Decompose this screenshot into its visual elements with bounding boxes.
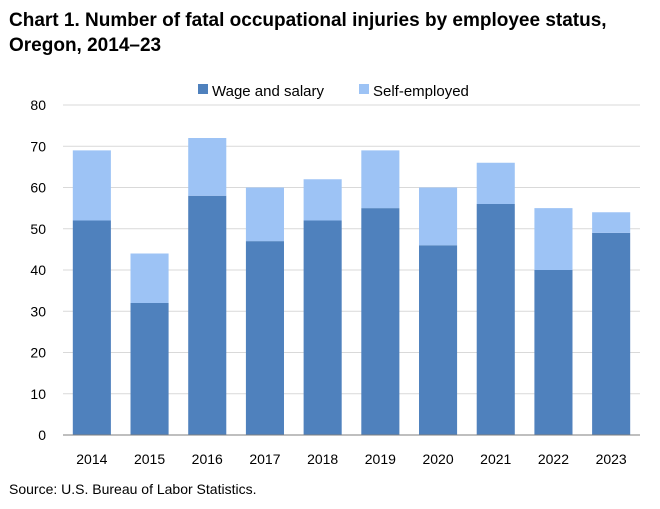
bar-2017-self-employed <box>245 187 284 242</box>
legend-swatch-self-employed <box>359 84 369 94</box>
bar-2016-self-employed <box>188 138 227 196</box>
bar-2022-wage-and-salary <box>534 270 573 435</box>
y-tick-label-30: 30 <box>30 303 46 319</box>
bar-2014-wage-and-salary <box>72 220 111 435</box>
bar-2023-wage-and-salary <box>592 232 631 435</box>
bar-2017-wage-and-salary <box>245 241 284 435</box>
y-tick-label-50: 50 <box>30 221 46 237</box>
y-tick-label-60: 60 <box>30 180 46 196</box>
bar-2020-wage-and-salary <box>419 245 458 435</box>
x-tick-label-2017: 2017 <box>249 451 280 467</box>
bar-2022-self-employed <box>534 208 573 270</box>
chart-title-line-2: Oregon, 2014–23 <box>9 35 162 56</box>
y-axis: 0 10 20 30 40 50 60 70 80 <box>30 97 46 443</box>
y-tick-label-0: 0 <box>38 427 46 443</box>
bar-2016-wage-and-salary <box>188 195 227 435</box>
bar-2018-self-employed <box>303 179 342 221</box>
chart-title-line-1: Chart 1. Number of fatal occupational in… <box>9 10 607 31</box>
x-tick-label-2021: 2021 <box>480 451 511 467</box>
bar-2018-wage-and-salary <box>303 220 342 435</box>
bar-2014-self-employed <box>72 150 111 221</box>
bar-2021-wage-and-salary <box>476 204 515 435</box>
legend-swatch-wage-and-salary <box>198 84 208 94</box>
bar-2023-self-employed <box>592 212 631 233</box>
x-tick-label-2018: 2018 <box>307 451 338 467</box>
bar-2015-self-employed <box>130 253 169 303</box>
source-note: Source: U.S. Bureau of Labor Statistics. <box>9 481 257 497</box>
bar-2019-wage-and-salary <box>361 208 400 435</box>
x-tick-label-2023: 2023 <box>596 451 627 467</box>
y-tick-label-40: 40 <box>30 262 46 278</box>
legend-label-self-employed: Self-employed <box>373 83 469 100</box>
legend: Wage and salary Self-employed <box>198 83 469 100</box>
x-tick-label-2019: 2019 <box>365 451 396 467</box>
x-tick-label-2022: 2022 <box>538 451 569 467</box>
y-tick-label-70: 70 <box>30 138 46 154</box>
bar-2019-self-employed <box>361 150 400 209</box>
x-tick-label-2015: 2015 <box>134 451 165 467</box>
y-tick-label-20: 20 <box>30 345 46 361</box>
bar-2021-self-employed <box>476 162 515 204</box>
bars <box>72 138 631 435</box>
x-tick-label-2020: 2020 <box>422 451 453 467</box>
chart-title: Chart 1. Number of fatal occupational in… <box>9 8 649 58</box>
y-tick-label-80: 80 <box>30 97 46 113</box>
legend-label-wage-and-salary: Wage and salary <box>212 83 325 100</box>
x-tick-label-2016: 2016 <box>192 451 223 467</box>
bar-2015-wage-and-salary <box>130 303 169 435</box>
bar-2020-self-employed <box>419 187 458 246</box>
x-axis: 2014 2015 2016 2017 2018 2019 2020 2021 2022 2023 <box>63 434 640 467</box>
y-tick-label-10: 10 <box>30 386 46 402</box>
x-tick-label-2014: 2014 <box>76 451 107 467</box>
